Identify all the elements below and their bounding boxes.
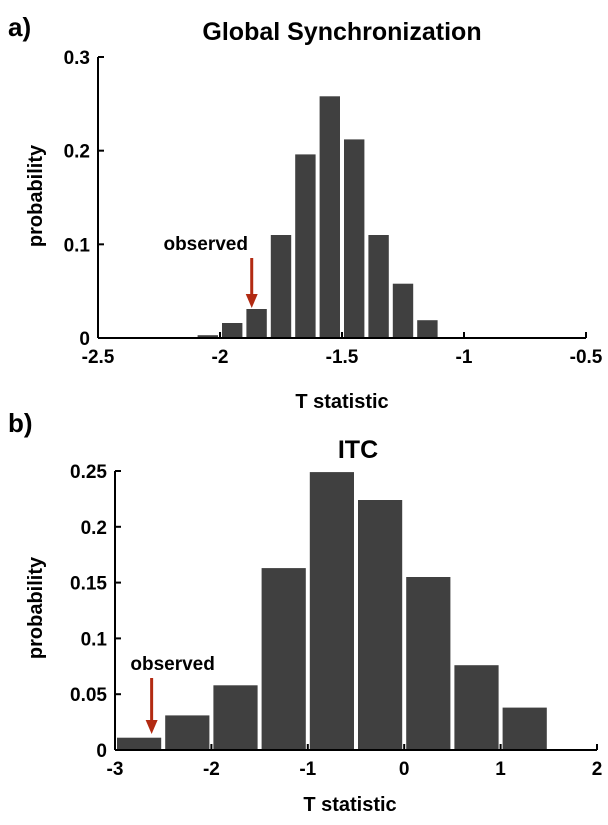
y-tick-label-a-0: 0 [79,329,90,350]
y-axis-label-a: probability [25,144,47,247]
y-tick-label-b-1: 0.05 [70,685,107,706]
x-tick-label-a-0: -2.5 [82,347,115,368]
bars-a [197,96,438,338]
x-tick-label-b-3: 0 [399,759,410,780]
bar-a-3 [246,309,267,338]
bar-a-8 [368,235,389,338]
x-axis-label-b: T statistic [303,794,396,816]
bar-a-10 [417,320,438,338]
chart-title-b: ITC [338,436,378,464]
panel-a-global-synchronization: a) Global Synchronization -2.5 -2 -1.5 -1 -0… [8,12,603,413]
bar-b-3 [261,568,306,750]
y-tick-label-b-4: 0.2 [81,518,107,539]
observed-annotation-b: observed [130,654,215,734]
panel-label-a: a) [8,12,31,42]
x-tick-label-b-4: 1 [495,759,506,780]
bar-b-0 [117,737,162,750]
bar-a-6 [319,96,340,338]
bar-b-6 [406,577,451,750]
x-tick-label-a-3: -1 [456,347,473,368]
ticks-b: -3 -2 -1 0 1 2 0 0.05 0.1 0.15 0.2 0.25 [70,462,602,780]
observed-annotation-a: observed [163,234,258,308]
x-tick-label-a-2: -1.5 [326,347,359,368]
x-tick-label-b-0: -3 [107,759,124,780]
y-tick-label-b-0: 0 [96,741,107,762]
bar-b-7 [454,665,499,750]
bar-a-7 [344,139,365,338]
y-tick-label-b-3: 0.15 [70,574,107,595]
x-axis-label-a: T statistic [295,391,388,413]
bar-a-4 [270,235,292,338]
bars-b [117,472,547,750]
ticks-a: -2.5 -2 -1.5 -1 -0.5 0 0.1 0.2 0.3 [64,48,603,368]
panel-b-itc: b) ITC -3 -2 -1 0 1 2 0 0.05 0.1 0.15 0.2 0.25 T st… [8,408,602,816]
y-tick-label-b-5: 0.25 [70,462,107,483]
x-tick-label-b-5: 2 [592,759,603,780]
y-tick-label-a-2: 0.2 [64,142,90,163]
x-tick-label-a-4: -0.5 [570,347,603,368]
x-tick-label-b-1: -2 [203,759,220,780]
observed-arrow-head-a [245,294,258,308]
x-tick-label-b-2: -1 [299,759,316,780]
axes-a [97,57,586,339]
bar-b-4 [309,472,354,750]
bar-a-9 [392,283,414,338]
y-tick-label-a-3: 0.3 [64,48,90,69]
bar-a-2 [222,323,243,338]
bar-extra-b-0 [514,741,535,750]
bar-b-5 [358,500,403,750]
axes-b [114,471,597,751]
bar-a-1 [197,335,218,338]
y-tick-label-a-1: 0.1 [64,235,91,256]
panel-label-b: b) [8,408,33,438]
observed-label-b: observed [130,654,214,675]
observed-arrow-head-b [145,720,158,734]
bar-a-5 [295,154,316,338]
x-tick-label-a-1: -2 [212,347,229,368]
bar-b-1 [165,715,210,750]
bar-b-2 [213,685,258,750]
y-axis-label-b: probability [25,556,47,659]
chart-title-a: Global Synchronization [202,18,481,46]
y-tick-label-b-2: 0.1 [81,629,108,650]
observed-label-a: observed [163,234,247,255]
